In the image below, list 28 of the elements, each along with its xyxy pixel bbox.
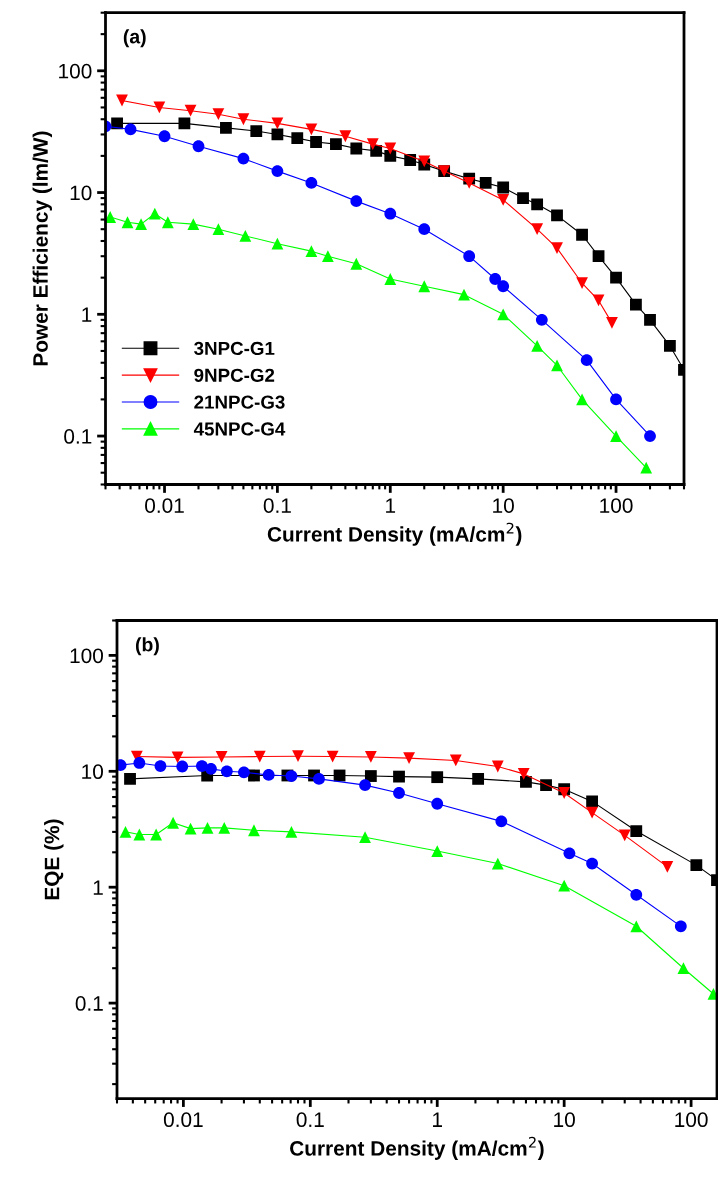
x-tick-label: 0.1 xyxy=(296,1112,324,1128)
x-tick-label: 1 xyxy=(433,1112,443,1127)
x-axis-title: Current Density (mA/cm$^{2}$) xyxy=(267,522,522,546)
x-axis-title: Current Density (mA/cm$^{2}$) xyxy=(290,1136,544,1160)
legend-label: 3NPC-G1 xyxy=(194,341,275,356)
x-tick-label: 10 xyxy=(554,1112,575,1128)
y-tick-label: 1 xyxy=(93,880,103,895)
y-axis-title: EQE (%) xyxy=(44,819,64,900)
legend-label: 9NPC-G2 xyxy=(194,368,275,382)
y-tick-label: 0.1 xyxy=(64,429,92,444)
x-tick-label: 0.01 xyxy=(145,498,184,513)
x-tick-label: 100 xyxy=(600,498,633,513)
y-tick-label: 100 xyxy=(70,648,103,664)
y-tick-label: 1 xyxy=(82,307,92,322)
x-tick-label: 0.1 xyxy=(263,498,291,513)
y-axis-title: Power Efficiency (lm/W) xyxy=(32,131,52,366)
x-tick-label: 10 xyxy=(493,498,514,513)
legend-label: 21NPC-G3 xyxy=(194,395,285,409)
x-tick-label: 100 xyxy=(675,1112,708,1128)
y-tick-label: 10 xyxy=(82,764,103,780)
x-tick-label: 0.01 xyxy=(163,1112,203,1128)
annotation: (b) xyxy=(135,637,159,656)
x-tick-label: 1 xyxy=(386,498,396,513)
annotation: (a) xyxy=(123,29,146,48)
legend-label: 45NPC-G4 xyxy=(193,422,286,436)
y-tick-label: 100 xyxy=(59,63,92,79)
y-tick-label: 10 xyxy=(70,185,92,201)
y-tick-label: 0.1 xyxy=(75,996,103,1011)
